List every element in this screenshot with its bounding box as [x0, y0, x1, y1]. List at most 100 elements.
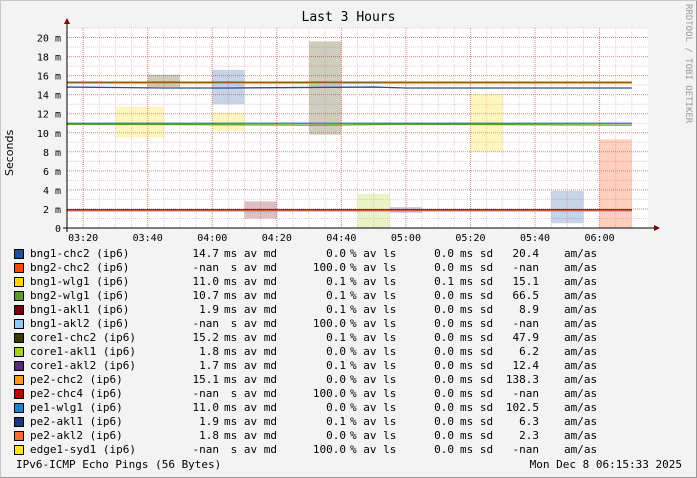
x-tick-label: 03:20	[68, 233, 98, 244]
legend-median-unit: ms av md	[224, 401, 277, 414]
x-tick-label: 04:40	[326, 233, 356, 244]
legend-swatch	[14, 291, 24, 301]
legend-loss-value: 0.1	[326, 289, 346, 302]
smoke-band	[212, 69, 245, 105]
legend-amas-value: -nan	[512, 261, 540, 274]
legend-amas-unit: am/as	[564, 373, 598, 386]
legend-sd-value: 0.1	[434, 275, 454, 288]
x-tick-label: 05:20	[455, 233, 485, 244]
legend-swatch	[14, 375, 24, 385]
legend-swatch	[14, 263, 24, 273]
legend-amas-unit: am/as	[564, 331, 598, 344]
legend-name: pe2-akl2 (ip6)	[30, 429, 123, 442]
legend-sd-value: 0.0	[434, 317, 454, 330]
legend-sd-value: 0.0	[434, 345, 454, 358]
legend-median-unit: s av md	[224, 443, 277, 456]
legend-amas-value: 66.5	[512, 289, 540, 302]
y-tick-label: 8 m	[43, 148, 61, 159]
legend-loss-unit: % av ls	[350, 429, 397, 442]
legend-sd-value: 0.0	[434, 429, 454, 442]
legend-sd-unit: ms sd	[460, 429, 494, 442]
legend-name: core1-akl2 (ip6)	[30, 359, 136, 372]
legend-median-value: 10.7	[192, 289, 220, 302]
legend-name: bng2-chc2 (ip6)	[30, 261, 130, 274]
legend-median-value: 1.9	[199, 303, 219, 316]
legend-loss-unit: % av ls	[350, 373, 397, 386]
legend-loss-unit: % av ls	[350, 289, 397, 302]
legend-name: pe2-chc2 (ip6)	[30, 373, 123, 386]
legend-median-unit: ms av md	[224, 275, 277, 288]
legend-sd-unit: ms sd	[460, 261, 494, 274]
legend-sd-unit: ms sd	[460, 443, 494, 456]
legend-name: bng2-wlg1 (ip6)	[30, 289, 130, 302]
legend-amas-unit: am/as	[564, 261, 598, 274]
legend-swatch	[14, 305, 24, 315]
legend-loss-value: 100.0	[312, 317, 346, 330]
legend-loss-unit: % av ls	[350, 443, 397, 456]
legend-loss-value: 0.0	[326, 401, 346, 414]
legend-name: bng1-chc2 (ip6)	[30, 247, 130, 260]
x-tick-label: 06:00	[585, 233, 615, 244]
legend-sd-unit: ms sd	[460, 289, 494, 302]
legend-amas-value: 102.5	[505, 401, 539, 414]
legend-name: pe2-chc4 (ip6)	[30, 387, 123, 400]
legend-name: core1-chc2 (ip6)	[30, 331, 136, 344]
y-tick-label: 20 m	[37, 34, 61, 45]
legend-median-value: 15.1	[192, 373, 220, 386]
legend-amas-unit: am/as	[564, 415, 598, 428]
legend-swatch	[14, 277, 24, 287]
legend-loss-value: 0.1	[326, 359, 346, 372]
legend-loss-value: 0.0	[326, 429, 346, 442]
legend-amas-unit: am/as	[564, 317, 598, 330]
legend-sd-value: 0.0	[434, 373, 454, 386]
legend-sd-unit: ms sd	[460, 359, 494, 372]
x-tick-label: 04:20	[262, 233, 292, 244]
legend-median-unit: ms av md	[224, 415, 277, 428]
legend-name: bng1-akl2 (ip6)	[30, 317, 130, 330]
legend-median-value: 11.0	[192, 275, 220, 288]
smoke-band	[147, 74, 180, 88]
legend-median-value: 1.8	[199, 429, 219, 442]
legend-loss-unit: % av ls	[350, 359, 397, 372]
y-tick-label: 12 m	[37, 110, 61, 121]
legend-amas-value: 6.2	[519, 345, 539, 358]
legend-loss-unit: % av ls	[350, 387, 397, 400]
legend-name: bng1-wlg1 (ip6)	[30, 275, 130, 288]
chart-title: Last 3 Hours	[301, 10, 396, 25]
legend-swatch	[14, 431, 24, 441]
legend-sd-unit: ms sd	[460, 331, 494, 344]
legend-median-unit: ms av md	[224, 331, 277, 344]
legend-median-unit: ms av md	[224, 359, 277, 372]
legend-amas-unit: am/as	[564, 387, 598, 400]
legend-swatch	[14, 319, 24, 329]
smoke-band	[599, 139, 632, 228]
legend-sd-value: 0.0	[434, 261, 454, 274]
legend-median-unit: ms av md	[224, 429, 277, 442]
legend-median-value: 15.2	[192, 331, 220, 344]
footer-description: IPv6-ICMP Echo Pings (56 Bytes)	[16, 458, 222, 471]
legend-median-unit: ms av md	[224, 289, 277, 302]
legend-sd-value: 0.0	[434, 303, 454, 316]
legend-loss-unit: % av ls	[350, 401, 397, 414]
legend-sd-unit: ms sd	[460, 387, 494, 400]
y-tick-label: 6 m	[43, 167, 61, 178]
legend-median-value: -nan	[192, 317, 220, 330]
legend-name: pe2-akl1 (ip6)	[30, 415, 123, 428]
legend-sd-value: 0.0	[434, 289, 454, 302]
y-tick-label: 0	[55, 224, 61, 235]
legend-name: core1-akl1 (ip6)	[30, 345, 136, 358]
legend-loss-value: 100.0	[312, 387, 346, 400]
legend-amas-value: 15.1	[512, 275, 540, 288]
footer-timestamp: Mon Dec 8 06:15:33 2025	[529, 458, 682, 471]
legend-loss-unit: % av ls	[350, 247, 397, 260]
legend-loss-unit: % av ls	[350, 345, 397, 358]
legend-name: bng1-akl1 (ip6)	[30, 303, 130, 316]
legend-swatch	[14, 333, 24, 343]
legend-swatch	[14, 347, 24, 357]
legend-loss-value: 0.1	[326, 331, 346, 344]
legend-median-unit: s av md	[224, 317, 277, 330]
legend-loss-value: 0.0	[326, 247, 346, 260]
series-line	[66, 86, 632, 89]
legend-amas-value: 138.3	[505, 373, 539, 386]
legend-median-unit: ms av md	[224, 373, 277, 386]
